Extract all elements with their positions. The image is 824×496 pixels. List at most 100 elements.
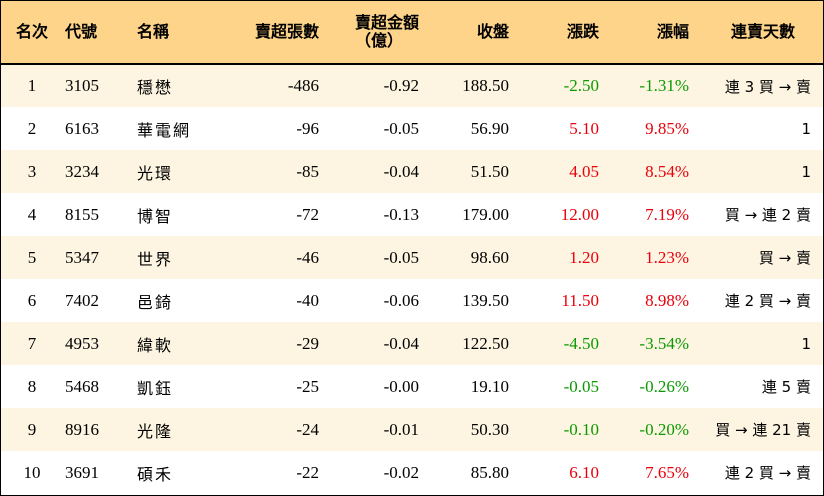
consecutive-days-cell: 連 2 買 → 賣 bbox=[689, 279, 823, 322]
sell-lots-cell: -46 bbox=[296, 247, 319, 267]
header-sell-amount: 賣超金額 （億） bbox=[319, 1, 419, 65]
header-row: 名次 代號 名稱 賣超張數 賣超金額 （億） 收盤 漲跌 漲幅 連賣天數 bbox=[1, 1, 823, 65]
change-pct-cell: -1.31% bbox=[639, 76, 689, 95]
header-code: 代號 bbox=[63, 1, 133, 65]
sell-amount-cell: -0.00 bbox=[383, 376, 419, 396]
sell-amount-cell: -0.04 bbox=[383, 161, 419, 181]
change-pct-cell: 7.65% bbox=[645, 462, 689, 482]
consecutive-days-cell: 買 → 連 21 賣 bbox=[689, 408, 823, 451]
consecutive-days-cell: 1 bbox=[689, 322, 823, 365]
header-sell-amount-line1: 賣超金額 bbox=[354, 13, 419, 32]
close-cell: 98.60 bbox=[470, 247, 509, 267]
code-cell: 7402 bbox=[65, 290, 99, 310]
rank-cell: 6 bbox=[27, 290, 37, 310]
consecutive-days-cell: 連 3 買 → 賣 bbox=[689, 64, 823, 107]
consecutive-days-cell: 買 → 連 2 賣 bbox=[689, 193, 823, 236]
change-pct-cell: 9.85% bbox=[645, 118, 689, 138]
name-cell: 邑錡 bbox=[137, 292, 174, 312]
sell-lots-cell: -72 bbox=[296, 204, 319, 224]
code-cell: 3691 bbox=[65, 462, 99, 482]
change-cell: -0.10 bbox=[563, 419, 599, 439]
consecutive-days-cell: 連 5 賣 bbox=[689, 365, 823, 408]
rank-cell: 2 bbox=[27, 118, 37, 138]
rank-cell: 1 bbox=[27, 76, 37, 95]
code-cell: 8155 bbox=[65, 204, 99, 224]
header-close: 收盤 bbox=[419, 1, 509, 65]
code-cell: 5347 bbox=[65, 247, 99, 267]
close-cell: 188.50 bbox=[462, 76, 509, 95]
change-cell: -2.50 bbox=[563, 76, 599, 95]
table-row: 1 3105 穩懋 -486 -0.92 188.50 -2.50 -1.31% 連 3 買 →… bbox=[1, 64, 823, 107]
header-change-pct: 漲幅 bbox=[599, 1, 689, 65]
close-cell: 19.10 bbox=[470, 376, 509, 396]
sell-amount-cell: -0.06 bbox=[383, 290, 419, 310]
close-cell: 179.00 bbox=[462, 204, 509, 224]
sell-amount-cell: -0.02 bbox=[383, 462, 419, 482]
change-pct-cell: -3.54% bbox=[639, 333, 689, 353]
consecutive-days-text: 1 bbox=[801, 162, 811, 181]
table-body: 1 3105 穩懋 -486 -0.92 188.50 -2.50 -1.31% 連 3 買 →… bbox=[1, 64, 823, 494]
close-cell: 56.90 bbox=[470, 118, 509, 138]
change-cell: 12.00 bbox=[560, 204, 599, 224]
sell-lots-cell: -85 bbox=[296, 161, 319, 181]
change-cell: 6.10 bbox=[569, 462, 599, 482]
header-sell-amount-line2: （億） bbox=[354, 31, 403, 50]
table-row: 3 3234 光環 -85 -0.04 51.50 4.05 8.54% 1 bbox=[1, 150, 823, 193]
change-pct-cell: -0.20% bbox=[639, 419, 689, 439]
header-rank: 名次 bbox=[1, 1, 63, 65]
change-pct-cell: 1.23% bbox=[645, 247, 689, 267]
rank-cell: 5 bbox=[27, 247, 37, 267]
table-row: 9 8916 光隆 -24 -0.01 50.30 -0.10 -0.20% 買 → 連 21 … bbox=[1, 408, 823, 451]
code-cell: 4953 bbox=[65, 333, 99, 353]
consecutive-days-text: 1 bbox=[801, 334, 811, 353]
name-cell: 博智 bbox=[137, 206, 174, 226]
consecutive-days-text: 連 2 買 → 賣 bbox=[724, 292, 811, 310]
close-cell: 122.50 bbox=[462, 333, 509, 353]
table-row: 10 3691 碩禾 -22 -0.02 85.80 6.10 7.65% 連 2 買 → 賣 bbox=[1, 451, 823, 494]
sell-amount-cell: -0.04 bbox=[383, 333, 419, 353]
rank-cell: 8 bbox=[27, 376, 37, 396]
close-cell: 139.50 bbox=[462, 290, 509, 310]
sell-lots-cell: -486 bbox=[287, 76, 319, 95]
header-sell-lots: 賣超張數 bbox=[219, 1, 319, 65]
consecutive-days-text: 連 2 買 → 賣 bbox=[724, 464, 811, 482]
consecutive-days-text: 1 bbox=[801, 119, 811, 138]
code-cell: 6163 bbox=[65, 118, 99, 138]
consecutive-days-text: 買 → 連 21 賣 bbox=[715, 421, 811, 439]
sell-lots-cell: -24 bbox=[296, 419, 319, 439]
sell-amount-cell: -0.01 bbox=[383, 419, 419, 439]
rank-cell: 7 bbox=[27, 333, 37, 353]
table-row: 7 4953 緯軟 -29 -0.04 122.50 -4.50 -3.54% 1 bbox=[1, 322, 823, 365]
change-cell: -4.50 bbox=[563, 333, 599, 353]
name-cell: 世界 bbox=[137, 249, 174, 269]
consecutive-days-text: 連 5 賣 bbox=[761, 378, 811, 396]
close-cell: 51.50 bbox=[470, 161, 509, 181]
close-cell: 85.80 bbox=[470, 462, 509, 482]
name-cell: 緯軟 bbox=[137, 335, 174, 355]
rank-cell: 10 bbox=[23, 462, 41, 482]
name-cell: 碩禾 bbox=[137, 464, 174, 484]
change-pct-cell: 8.54% bbox=[645, 161, 689, 181]
sell-lots-cell: -29 bbox=[296, 333, 319, 353]
consecutive-days-cell: 1 bbox=[689, 107, 823, 150]
sell-lots-cell: -96 bbox=[296, 118, 319, 138]
consecutive-days-text: 買 → 賣 bbox=[758, 249, 811, 267]
consecutive-days-cell: 1 bbox=[689, 150, 823, 193]
consecutive-days-cell: 連 2 買 → 賣 bbox=[689, 451, 823, 494]
table-row: 8 5468 凱鈺 -25 -0.00 19.10 -0.05 -0.26% 連 5 賣 bbox=[1, 365, 823, 408]
change-pct-cell: -0.26% bbox=[639, 376, 689, 396]
consecutive-days-cell: 買 → 賣 bbox=[689, 236, 823, 279]
sell-amount-cell: -0.13 bbox=[383, 204, 419, 224]
change-cell: 5.10 bbox=[569, 118, 599, 138]
sell-lots-cell: -25 bbox=[296, 376, 319, 396]
name-cell: 華電網 bbox=[137, 120, 192, 140]
header-name: 名稱 bbox=[133, 1, 219, 65]
rank-cell: 3 bbox=[27, 161, 37, 181]
sell-lots-cell: -40 bbox=[296, 290, 319, 310]
consecutive-days-text: 連 3 買 → 賣 bbox=[724, 77, 811, 96]
sell-amount-cell: -0.92 bbox=[383, 76, 419, 95]
change-pct-cell: 8.98% bbox=[645, 290, 689, 310]
close-cell: 50.30 bbox=[470, 419, 509, 439]
